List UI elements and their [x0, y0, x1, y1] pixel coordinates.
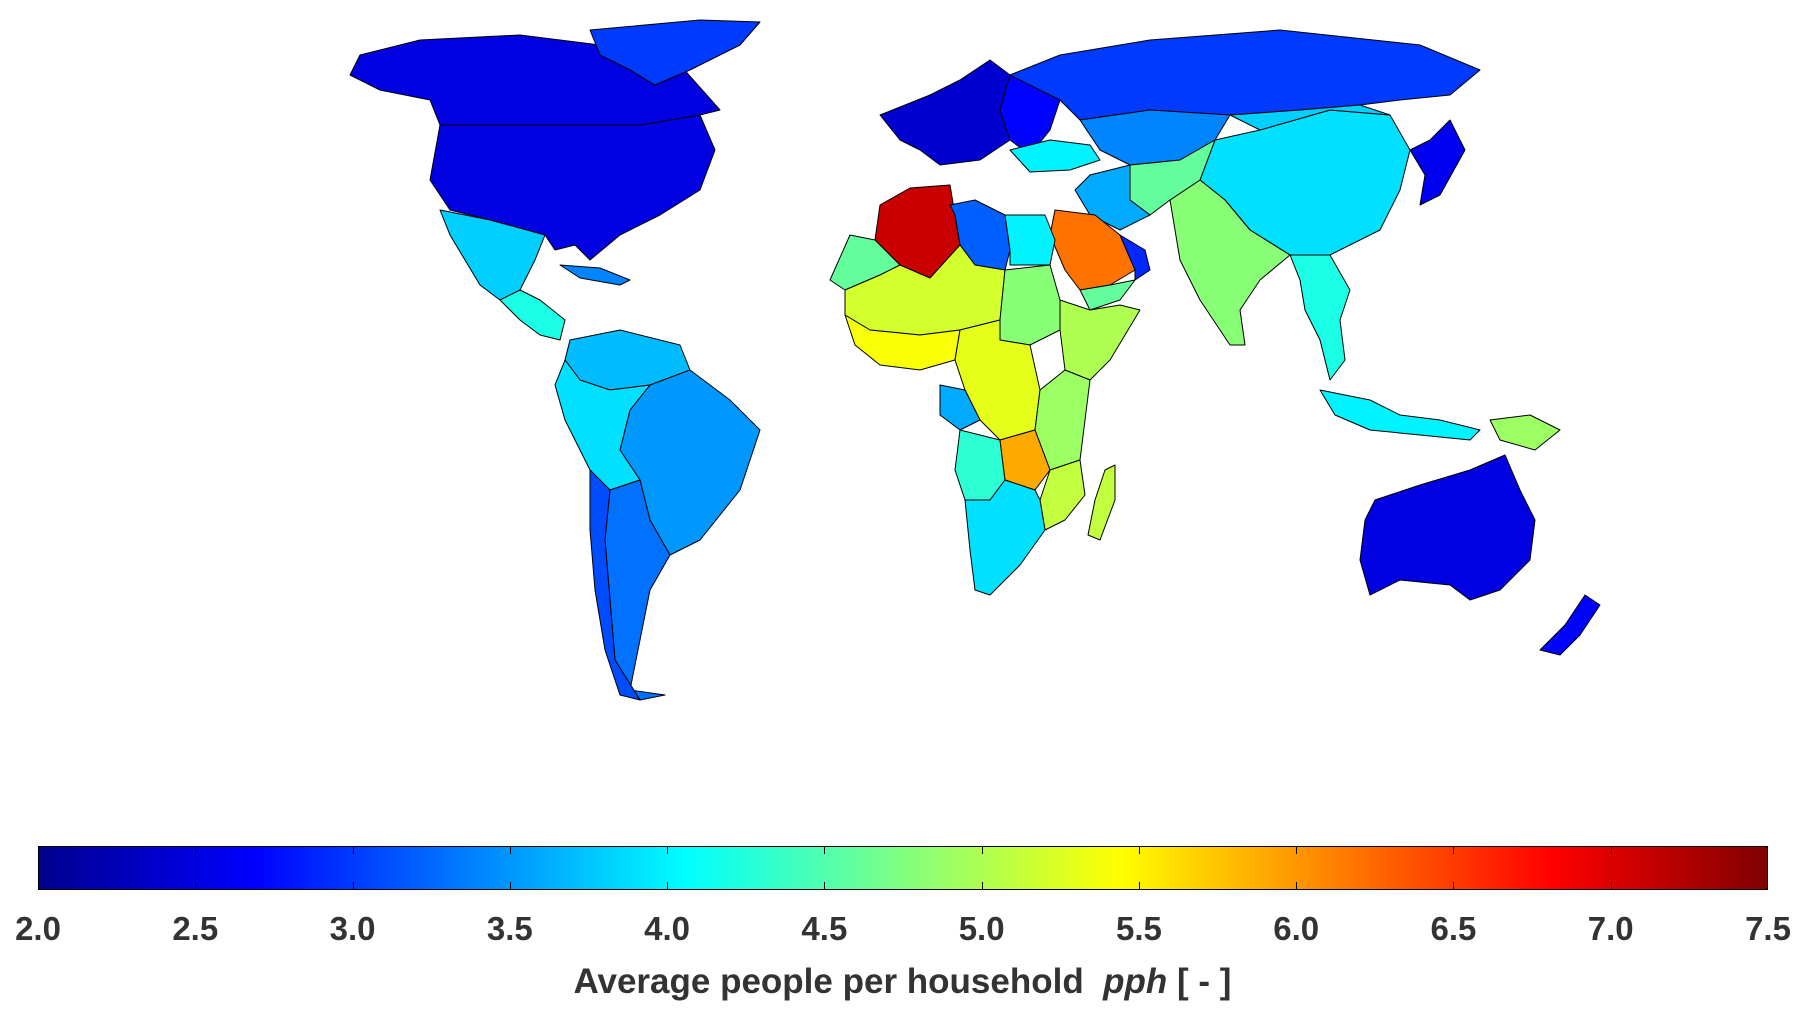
colorbar-tick-mark: [1138, 882, 1140, 890]
region-chile: [589, 469, 641, 701]
region-russia: [1009, 29, 1481, 121]
colorbar-tick-mark: [1767, 846, 1768, 854]
colorbar-gradient: [38, 846, 1768, 890]
colorbar-tick-mark: [509, 846, 511, 854]
region-png: [1489, 414, 1561, 451]
region-indonesia: [1319, 389, 1481, 441]
colorbar-tick-mark: [1453, 882, 1455, 890]
region-peru-bolivia: [554, 359, 651, 491]
colorbar-tick-mark: [352, 846, 354, 854]
region-turkey: [1009, 139, 1101, 173]
region-ethiopia-somalia: [1059, 299, 1141, 381]
colorbar-tick-mark: [509, 882, 511, 890]
colorbar-tick-mark: [1138, 846, 1140, 854]
region-new-zealand: [1539, 594, 1601, 656]
region-zambia: [999, 429, 1051, 491]
colorbar-tick-mark: [981, 882, 983, 890]
region-southern-africa: [964, 479, 1046, 596]
colorbar-tick-label: 2.5: [172, 910, 219, 947]
colorbar-tick-mark: [667, 882, 669, 890]
colorbar-tick-mark: [195, 882, 197, 890]
region-oman: [1119, 234, 1151, 281]
region-gabon-congo: [939, 384, 981, 431]
region-iran: [1074, 164, 1151, 231]
region-cuba: [559, 264, 631, 286]
colorbar-tick-label: 2.0: [15, 910, 61, 947]
colorbar-tick-label: 7.5: [1745, 910, 1791, 947]
colorbar-tick-mark: [667, 846, 669, 854]
colorbar-title: Average people per household pph [ - ]: [0, 962, 1805, 1002]
region-japan-korea: [1409, 119, 1466, 206]
colorbar-title-text: Average people per household: [573, 962, 1084, 1001]
colorbar-tick-label: 5.0: [958, 910, 1005, 947]
region-mongolia: [1229, 104, 1391, 131]
colorbar-tick-mark: [1610, 846, 1612, 854]
colorbar-tick-mark: [824, 882, 826, 890]
region-india: [1169, 179, 1291, 346]
colorbar-tick-mark: [38, 846, 39, 854]
region-greenland: [589, 19, 761, 86]
colorbar-tick-label: 6.5: [1430, 910, 1477, 947]
colorbar-tick-label: 7.0: [1587, 910, 1634, 947]
region-central-america: [499, 289, 566, 341]
colorbar-tick-mark: [195, 846, 197, 854]
region-southeast-asia: [1289, 254, 1351, 381]
colorbar-tick-label: 3.5: [486, 910, 533, 947]
region-madagascar: [1087, 464, 1116, 541]
region-western-europe: [879, 59, 1011, 166]
colorbar-title-variable: pph: [1103, 962, 1168, 1001]
colorbar-tick-mark: [1296, 882, 1298, 890]
colorbar: [38, 846, 1768, 890]
colorbar-tick-label: 6.0: [1273, 910, 1320, 947]
colorbar-tick-label: 4.0: [644, 910, 691, 947]
countries-layer: [349, 19, 1601, 701]
colorbar-tick-mark: [38, 882, 39, 890]
region-australia: [1359, 454, 1536, 601]
world-choropleth-map: [349, 19, 1601, 701]
colorbar-tick-mark: [981, 846, 983, 854]
colorbar-tick-mark: [352, 882, 354, 890]
colorbar-tick-mark: [1453, 846, 1455, 854]
colorbar-tick-label: 5.5: [1115, 910, 1162, 947]
colorbar-title-units: [ - ]: [1177, 962, 1232, 1001]
colorbar-tick-mark: [1296, 846, 1298, 854]
region-usa: [429, 114, 716, 261]
region-egypt: [1004, 214, 1056, 266]
region-yemen: [1079, 279, 1136, 311]
colorbar-tick-mark: [1610, 882, 1612, 890]
colorbar-tick-label: 3.0: [329, 910, 376, 947]
colorbar-tick-mark: [1767, 882, 1768, 890]
region-sudan: [999, 264, 1061, 346]
colorbar-tick-mark: [824, 846, 826, 854]
colorbar-tick-label: 4.5: [801, 910, 848, 947]
